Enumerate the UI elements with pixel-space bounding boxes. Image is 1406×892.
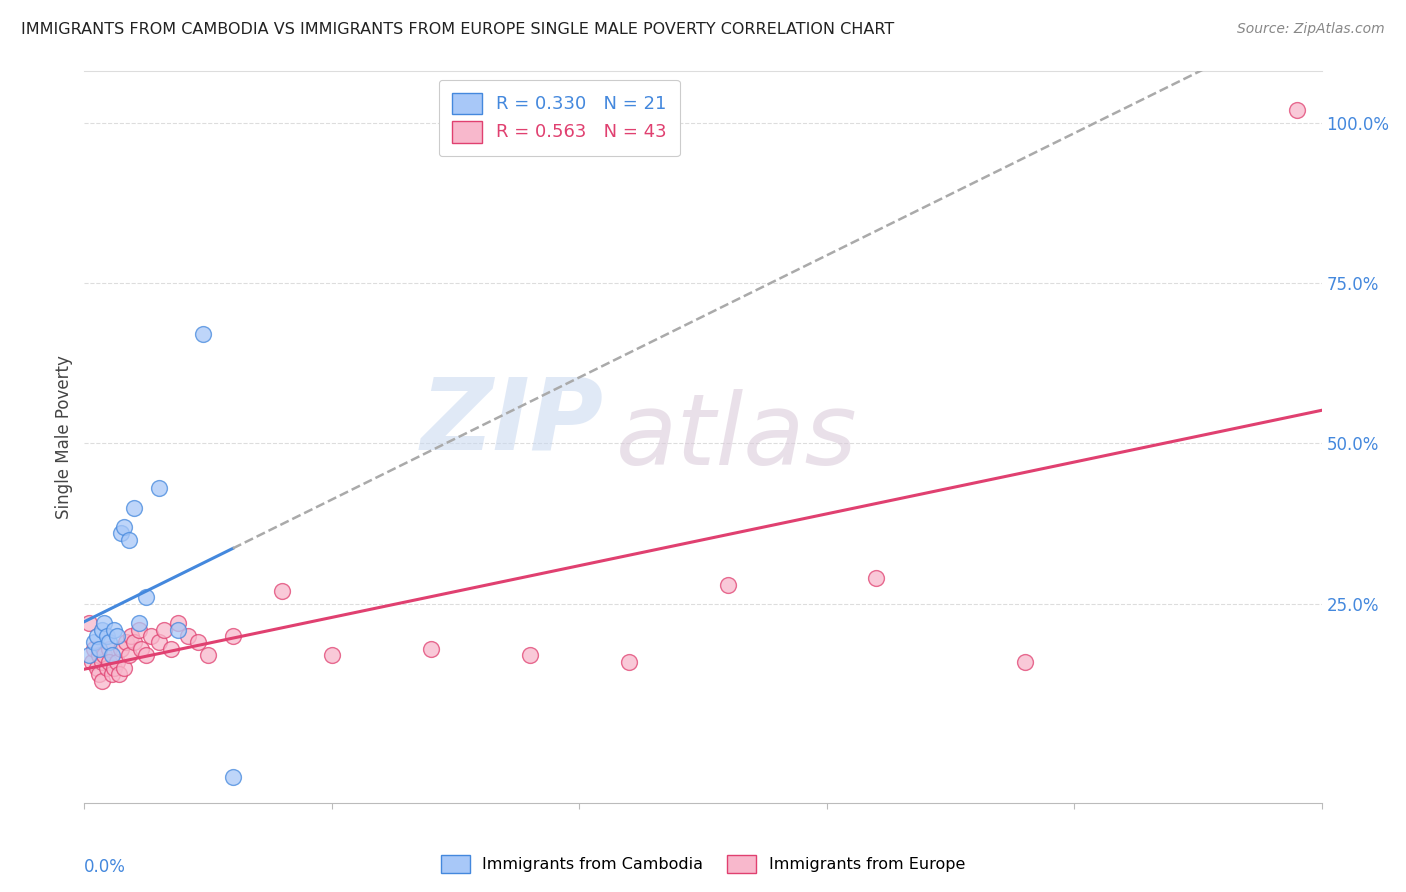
Text: atlas: atlas — [616, 389, 858, 485]
Point — [86, 661, 108, 675]
Point — [222, 770, 245, 784]
Point — [152, 623, 174, 637]
Point — [83, 641, 105, 656]
Point — [80, 655, 103, 669]
Point — [160, 641, 183, 656]
Text: IMMIGRANTS FROM CAMBODIA VS IMMIGRANTS FROM EUROPE SINGLE MALE POVERTY CORRELATI: IMMIGRANTS FROM CAMBODIA VS IMMIGRANTS F… — [21, 22, 894, 37]
Point — [108, 667, 131, 681]
Point — [112, 520, 135, 534]
Point — [122, 500, 145, 515]
Point — [120, 629, 142, 643]
Point — [90, 623, 112, 637]
Text: ZIP: ZIP — [420, 374, 605, 471]
Point — [89, 667, 111, 681]
Point — [1285, 103, 1308, 117]
Point — [118, 533, 141, 547]
Point — [1014, 655, 1036, 669]
Point — [115, 635, 138, 649]
Point — [717, 577, 740, 591]
Point — [103, 623, 125, 637]
Point — [93, 648, 115, 663]
Point — [98, 641, 121, 656]
Point — [89, 641, 111, 656]
Text: Source: ZipAtlas.com: Source: ZipAtlas.com — [1237, 22, 1385, 37]
Point — [177, 629, 200, 643]
Point — [100, 648, 122, 663]
Point — [89, 648, 111, 663]
Point — [79, 616, 101, 631]
Point — [96, 629, 118, 643]
Point — [79, 648, 101, 663]
Point — [187, 635, 209, 649]
Y-axis label: Single Male Poverty: Single Male Poverty — [55, 355, 73, 519]
Point — [271, 584, 294, 599]
Point — [222, 629, 245, 643]
Point — [112, 661, 135, 675]
Point — [148, 635, 170, 649]
Point — [93, 616, 115, 631]
Legend: R = 0.330   N = 21, R = 0.563   N = 43: R = 0.330 N = 21, R = 0.563 N = 43 — [439, 79, 679, 156]
Point — [90, 655, 112, 669]
Point — [617, 655, 640, 669]
Point — [191, 327, 214, 342]
Point — [103, 661, 125, 675]
Point — [86, 629, 108, 643]
Point — [98, 635, 121, 649]
Point — [90, 673, 112, 688]
Point — [100, 667, 122, 681]
Point — [105, 629, 128, 643]
Point — [321, 648, 343, 663]
Point — [167, 616, 190, 631]
Point — [141, 629, 163, 643]
Point — [98, 655, 121, 669]
Point — [135, 648, 157, 663]
Point — [419, 641, 441, 656]
Point — [148, 482, 170, 496]
Point — [96, 661, 118, 675]
Text: 0.0%: 0.0% — [84, 858, 127, 876]
Point — [122, 635, 145, 649]
Point — [135, 591, 157, 605]
Point — [129, 641, 152, 656]
Point — [167, 623, 190, 637]
Point — [110, 526, 132, 541]
Legend: Immigrants from Cambodia, Immigrants from Europe: Immigrants from Cambodia, Immigrants fro… — [434, 848, 972, 880]
Point — [128, 616, 150, 631]
Point — [105, 655, 128, 669]
Point — [519, 648, 541, 663]
Point — [110, 641, 132, 656]
Point — [118, 648, 141, 663]
Point — [197, 648, 219, 663]
Point — [83, 635, 105, 649]
Point — [865, 571, 887, 585]
Point — [128, 623, 150, 637]
